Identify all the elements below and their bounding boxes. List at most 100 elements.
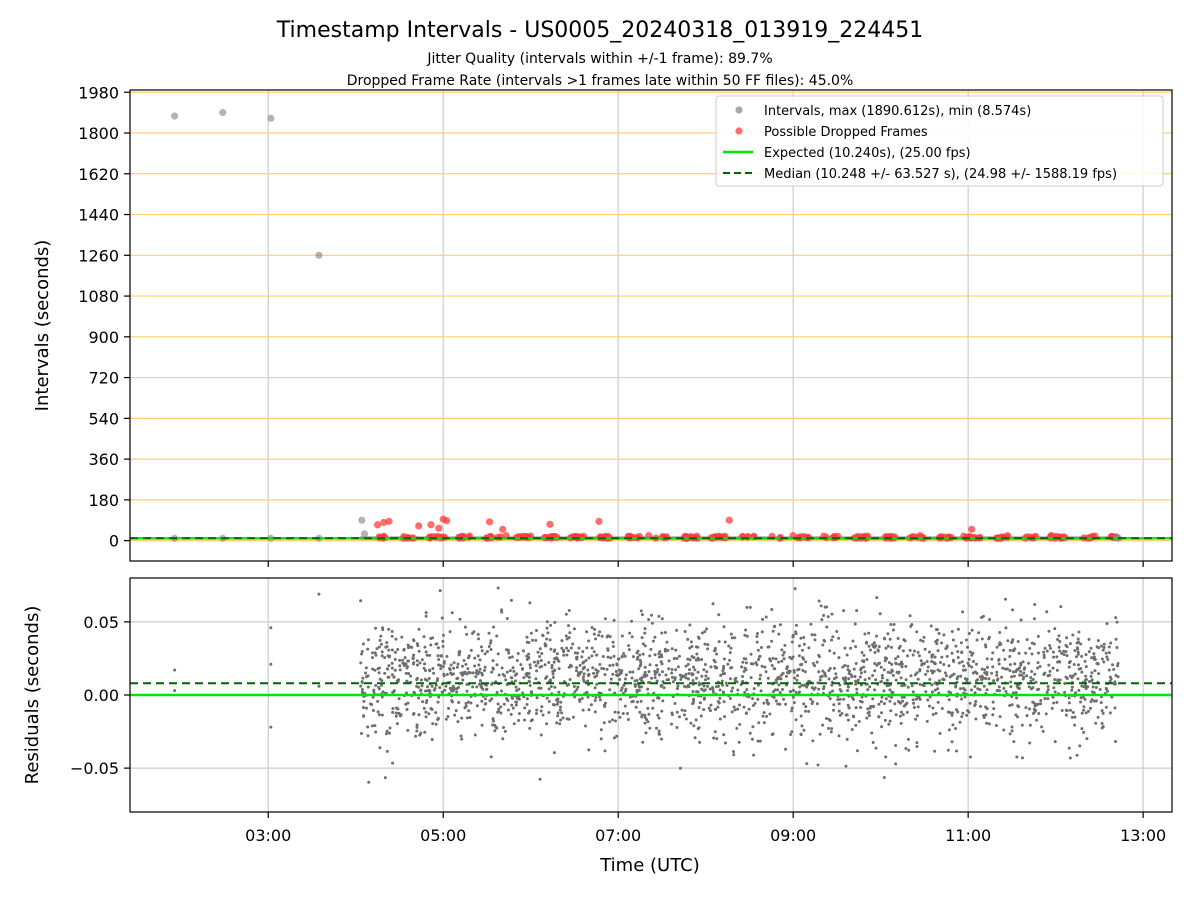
residual-point bbox=[534, 664, 538, 668]
residual-point bbox=[447, 706, 451, 710]
residual-point bbox=[974, 662, 978, 666]
residual-point bbox=[493, 729, 497, 733]
residual-point bbox=[884, 755, 888, 759]
residual-point bbox=[627, 648, 631, 652]
residual-point bbox=[593, 686, 597, 690]
residual-point bbox=[628, 695, 632, 699]
residual-point bbox=[366, 725, 370, 729]
residual-point bbox=[1107, 645, 1111, 649]
residual-point bbox=[689, 640, 693, 644]
dropped-frame-point bbox=[546, 520, 554, 528]
residual-point bbox=[635, 678, 639, 682]
residual-point bbox=[911, 653, 915, 657]
residual-point bbox=[173, 689, 177, 693]
residual-point bbox=[397, 697, 401, 701]
residual-point bbox=[564, 612, 568, 616]
residual-point bbox=[384, 645, 388, 649]
residual-point bbox=[995, 645, 999, 649]
residual-point bbox=[497, 673, 501, 677]
residual-point bbox=[706, 647, 710, 651]
residual-point bbox=[875, 634, 879, 638]
residual-point bbox=[566, 649, 570, 653]
residual-point bbox=[1060, 708, 1064, 712]
residual-point bbox=[505, 617, 509, 621]
residual-point bbox=[460, 716, 464, 720]
y-tick-label: 540 bbox=[88, 409, 119, 428]
residual-point bbox=[662, 686, 666, 690]
residual-point bbox=[598, 630, 602, 634]
residual-point bbox=[694, 718, 698, 722]
residual-point bbox=[534, 711, 538, 715]
residual-point bbox=[1008, 669, 1012, 673]
residual-point bbox=[448, 668, 452, 672]
residual-point bbox=[1029, 679, 1033, 683]
residual-point bbox=[724, 681, 728, 685]
residual-point bbox=[441, 639, 445, 643]
residual-point bbox=[1051, 666, 1055, 670]
residual-point bbox=[560, 646, 564, 650]
residual-point bbox=[500, 666, 504, 670]
residual-point bbox=[463, 706, 467, 710]
residual-point bbox=[871, 673, 875, 677]
chart-title: Timestamp Intervals - US0005_20240318_01… bbox=[276, 18, 923, 43]
residual-point bbox=[527, 640, 531, 644]
residual-point bbox=[571, 715, 575, 719]
residual-point bbox=[718, 717, 722, 721]
residual-point bbox=[962, 664, 966, 668]
residual-point bbox=[1096, 662, 1100, 666]
residual-point bbox=[1111, 663, 1115, 667]
residual-point bbox=[943, 671, 947, 675]
residual-point bbox=[380, 713, 384, 717]
residual-point bbox=[909, 674, 913, 678]
residual-point bbox=[482, 708, 486, 712]
residual-point bbox=[417, 696, 421, 700]
residual-point bbox=[677, 715, 681, 719]
residual-point bbox=[444, 717, 448, 721]
residual-point bbox=[525, 697, 529, 701]
residual-point bbox=[455, 665, 459, 669]
residual-point bbox=[606, 655, 610, 659]
residual-point bbox=[1053, 627, 1057, 631]
interval-point bbox=[358, 516, 366, 524]
residual-point bbox=[515, 689, 519, 693]
residual-point bbox=[1000, 675, 1004, 679]
residual-point bbox=[818, 732, 822, 736]
residual-point bbox=[1084, 674, 1088, 678]
residual-point bbox=[817, 687, 821, 691]
residual-point bbox=[1048, 669, 1052, 673]
residual-point bbox=[488, 699, 492, 703]
residual-point bbox=[567, 682, 571, 686]
residual-point bbox=[765, 701, 769, 705]
residual-point bbox=[931, 713, 935, 717]
residual-point bbox=[442, 672, 446, 676]
residual-point bbox=[1035, 688, 1039, 692]
legend-label: Median (10.248 +/- 63.527 s), (24.98 +/-… bbox=[764, 167, 1117, 182]
residual-point bbox=[822, 614, 826, 618]
residual-point bbox=[911, 698, 915, 702]
residual-point bbox=[1004, 689, 1008, 693]
residual-point bbox=[657, 673, 661, 677]
residual-point bbox=[819, 675, 823, 679]
residual-point bbox=[763, 665, 767, 669]
residual-point bbox=[1058, 660, 1062, 664]
residual-point bbox=[1010, 725, 1014, 729]
residual-point bbox=[706, 677, 710, 681]
residual-point bbox=[1056, 678, 1060, 682]
residual-point bbox=[423, 677, 427, 681]
residual-point bbox=[738, 703, 742, 707]
residual-point bbox=[914, 717, 918, 721]
residual-point bbox=[1077, 688, 1081, 692]
residual-point bbox=[424, 710, 428, 714]
residual-point bbox=[742, 670, 746, 674]
residual-point bbox=[657, 716, 661, 720]
residual-point bbox=[785, 665, 789, 669]
residual-point bbox=[483, 697, 487, 701]
residual-point bbox=[983, 671, 987, 675]
residual-point bbox=[1067, 665, 1071, 669]
residual-point bbox=[1056, 637, 1060, 641]
residual-point bbox=[886, 632, 890, 636]
residual-point bbox=[613, 691, 617, 695]
residual-point bbox=[841, 665, 845, 669]
x-axis-label: Time (UTC) bbox=[599, 855, 700, 876]
residual-point bbox=[450, 672, 454, 676]
